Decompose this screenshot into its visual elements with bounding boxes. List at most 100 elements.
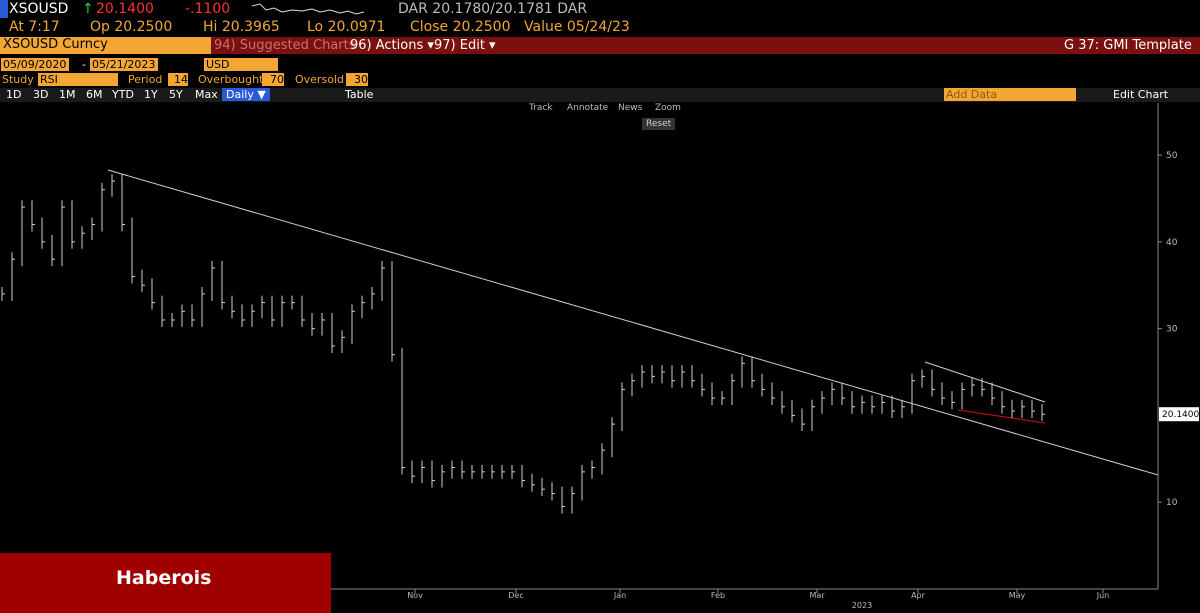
security-field[interactable]: XSOUSD Curncy [0,37,211,54]
price-bar [241,304,245,327]
price-bar [981,378,985,397]
price-bar [231,295,235,319]
price-bar [121,174,125,232]
range-button[interactable]: YTD [112,88,134,101]
price-bar [671,365,675,388]
trend-line [107,169,1159,476]
price-bar [861,395,865,414]
range-button[interactable]: 5Y [169,88,183,101]
price-bar [441,464,445,488]
watermark-box [0,553,331,613]
low: Lo 20.0971 [307,19,386,35]
price-bar [561,486,565,514]
actions-menu[interactable]: 96) Actions ▾ [350,38,434,53]
price-bar [411,460,415,484]
chart-tool[interactable]: Zoom [655,103,681,113]
price-bar [721,391,725,406]
suggested-charts[interactable]: 94) Suggested Charts [214,38,356,53]
price-bar [221,260,225,310]
x-tick-label: Feb [711,591,725,600]
chart-tool[interactable]: Track [529,103,553,113]
overbought[interactable]: 70 [262,73,284,86]
range-button[interactable]: 1Y [144,88,158,101]
range-button[interactable]: 3D [33,88,49,101]
price-bar [901,399,905,419]
price-bar [551,482,555,501]
price-bar [881,395,885,414]
price-bar [941,382,945,406]
price-bar [251,304,255,327]
time: At 7:17 [9,19,60,35]
table-button[interactable]: Table [345,88,374,101]
add-data[interactable]: Add Data [944,88,1076,101]
price-bar [431,460,435,488]
trend-line [924,361,1046,403]
price-bar [91,217,95,241]
oversold[interactable]: 30 [346,73,368,86]
y-tick-label: 40 [1166,238,1178,248]
price-bar [61,200,65,267]
price-bar [741,356,745,388]
period[interactable]: 14 [168,73,188,86]
range-button[interactable]: Max [195,88,218,101]
price-bar [591,460,595,479]
price-bar [1041,404,1045,422]
currency[interactable]: USD [204,58,278,71]
price-bar [171,313,175,327]
frequency[interactable]: Daily ▼ [222,88,270,101]
ticker: XSOUSD [9,1,69,17]
price-bar [331,313,335,353]
edit-chart[interactable]: Edit Chart [1113,88,1169,101]
chart-tool[interactable]: Annotate [567,103,609,113]
price-bar [211,260,215,301]
oversold-label: Oversold [295,73,344,86]
study[interactable]: RSI [38,73,118,86]
last-price-label: 20.1400 [1162,410,1199,420]
price-bar [401,347,405,475]
high: Hi 20.3965 [203,19,280,35]
overbought-label: Overbought [198,73,264,86]
price-bar [381,260,385,301]
price-bar [361,295,365,319]
price-bar [771,382,775,406]
price-bar [531,473,535,492]
price-bar [111,174,115,197]
price-bar [851,391,855,414]
price-bar [491,464,495,479]
price-bar [11,252,15,301]
range-button[interactable]: 1M [59,88,76,101]
toolbar [0,37,1200,54]
period-label: Period [128,73,163,86]
price-bar [21,200,25,267]
chart-tool[interactable]: News [618,103,643,113]
price-bar [281,295,285,327]
range-button[interactable]: 1D [6,88,22,101]
price-bar [601,443,605,475]
price-bar [141,269,145,293]
x-tick-label: Jan [613,591,626,600]
price-bar [351,304,355,345]
price-bar [1011,399,1015,419]
last-price: 20.1400 [96,1,154,17]
price-bar [931,369,935,397]
price-bar [811,399,815,432]
marker [0,0,8,18]
date-dash: - [82,58,86,71]
price-bar [891,395,895,419]
price-bar [481,464,485,479]
price-bar [1031,399,1035,419]
template[interactable]: G 37: GMI Template [1064,38,1192,53]
price-bar [341,330,345,353]
arrow: ↑ [82,1,94,17]
reset-button[interactable]: Reset [642,118,676,130]
price-bar [651,365,655,384]
range-button[interactable]: 6M [86,88,103,101]
change: -.1100 [185,1,231,17]
start-date[interactable]: 05/09/2020 [1,58,69,71]
price-bar [101,182,105,232]
end-date[interactable]: 05/21/2023 [90,58,158,71]
price-bar [261,295,265,319]
price-bar [1001,391,1005,414]
price-bar [621,382,625,432]
edit-menu[interactable]: 97) Edit ▾ [434,38,496,53]
